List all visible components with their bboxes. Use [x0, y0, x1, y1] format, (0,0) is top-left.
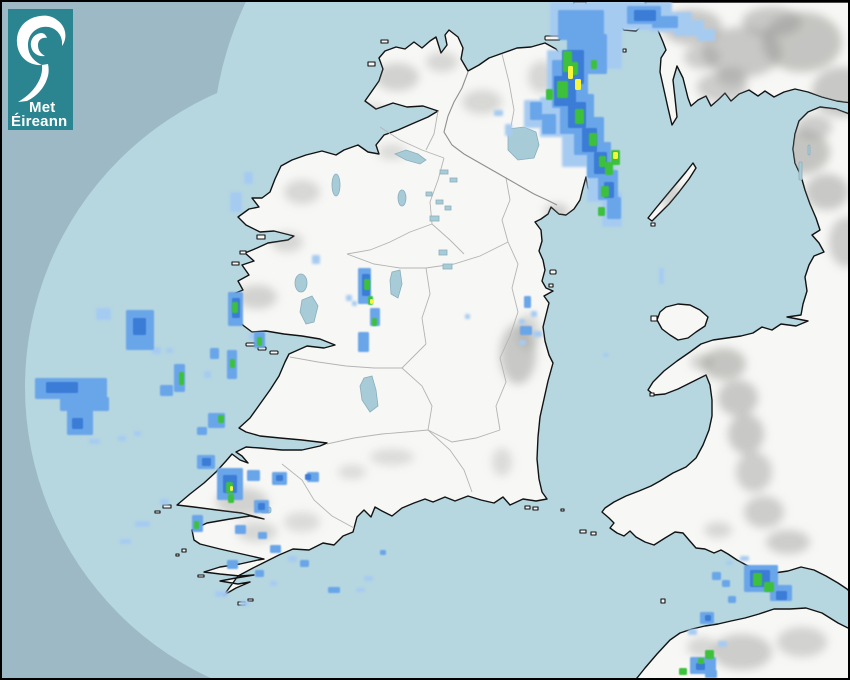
met-eireann-spiral-icon: [16, 15, 66, 102]
lough-erne: [394, 149, 427, 165]
rainfall-echo-layer: [35, 2, 792, 678]
lough-derg: [359, 375, 379, 413]
lough-mask: [294, 273, 308, 293]
lakes: [260, 126, 811, 514]
logo-text-met: Met: [29, 99, 56, 116]
rain-level-heavy: [179, 51, 774, 675]
rain-level-very-heavy: [230, 66, 618, 491]
lough-allen: [397, 189, 407, 207]
northern-ireland-border: [443, 71, 558, 206]
met-eireann-logo: Met Éireann: [8, 9, 73, 130]
lough-corrib: [299, 295, 319, 325]
logo-text-eireann: Éireann: [11, 113, 68, 130]
county-boundaries: [281, 53, 519, 529]
lough-ree: [389, 269, 403, 299]
lough-conn: [331, 173, 341, 197]
lough-neagh: [507, 126, 540, 161]
